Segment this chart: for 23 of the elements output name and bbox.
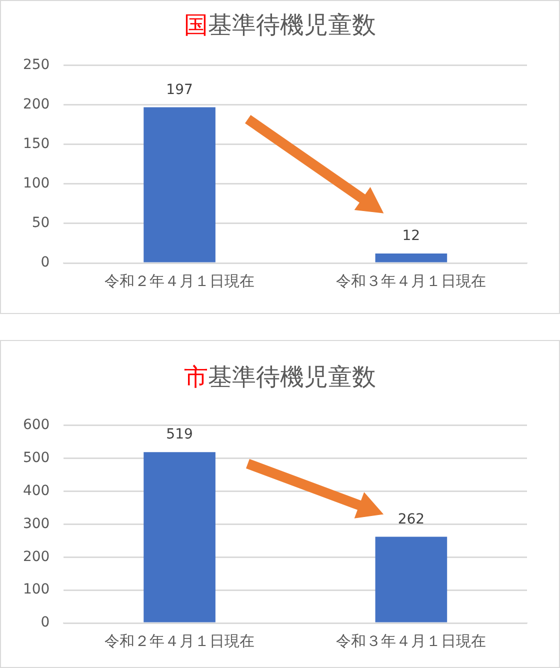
x-tick-label: 令和２年４月１日現在 xyxy=(104,272,255,290)
chart-title: 国基準待機児童数 xyxy=(183,10,377,41)
y-tick-label: 400 xyxy=(22,482,50,499)
chart-title: 市基準待機児童数 xyxy=(183,362,377,393)
y-tick-label: 100 xyxy=(22,582,50,598)
x-tick-label: 令和２年４月１日現在 xyxy=(104,632,255,650)
data-label: 12 xyxy=(402,228,420,244)
y-tick-label: 200 xyxy=(22,548,50,565)
y-tick-label: 250 xyxy=(22,57,50,74)
y-tick-label: 600 xyxy=(22,417,50,434)
y-tick-label: 50 xyxy=(32,215,50,232)
y-tick-label: 0 xyxy=(40,254,50,271)
y-tick-label: 0 xyxy=(40,614,50,631)
x-tick-label: 令和３年４月１日現在 xyxy=(336,632,486,650)
y-tick-label: 150 xyxy=(22,136,50,152)
y-tick-label: 200 xyxy=(22,96,50,113)
data-label: 519 xyxy=(166,426,193,443)
y-tick-label: 300 xyxy=(22,516,50,532)
x-tick-label: 令和３年４月１日現在 xyxy=(336,272,486,290)
y-tick-label: 100 xyxy=(22,176,50,192)
y-tick-label: 500 xyxy=(22,450,50,466)
data-label: 262 xyxy=(398,511,425,528)
data-label: 197 xyxy=(166,82,193,98)
